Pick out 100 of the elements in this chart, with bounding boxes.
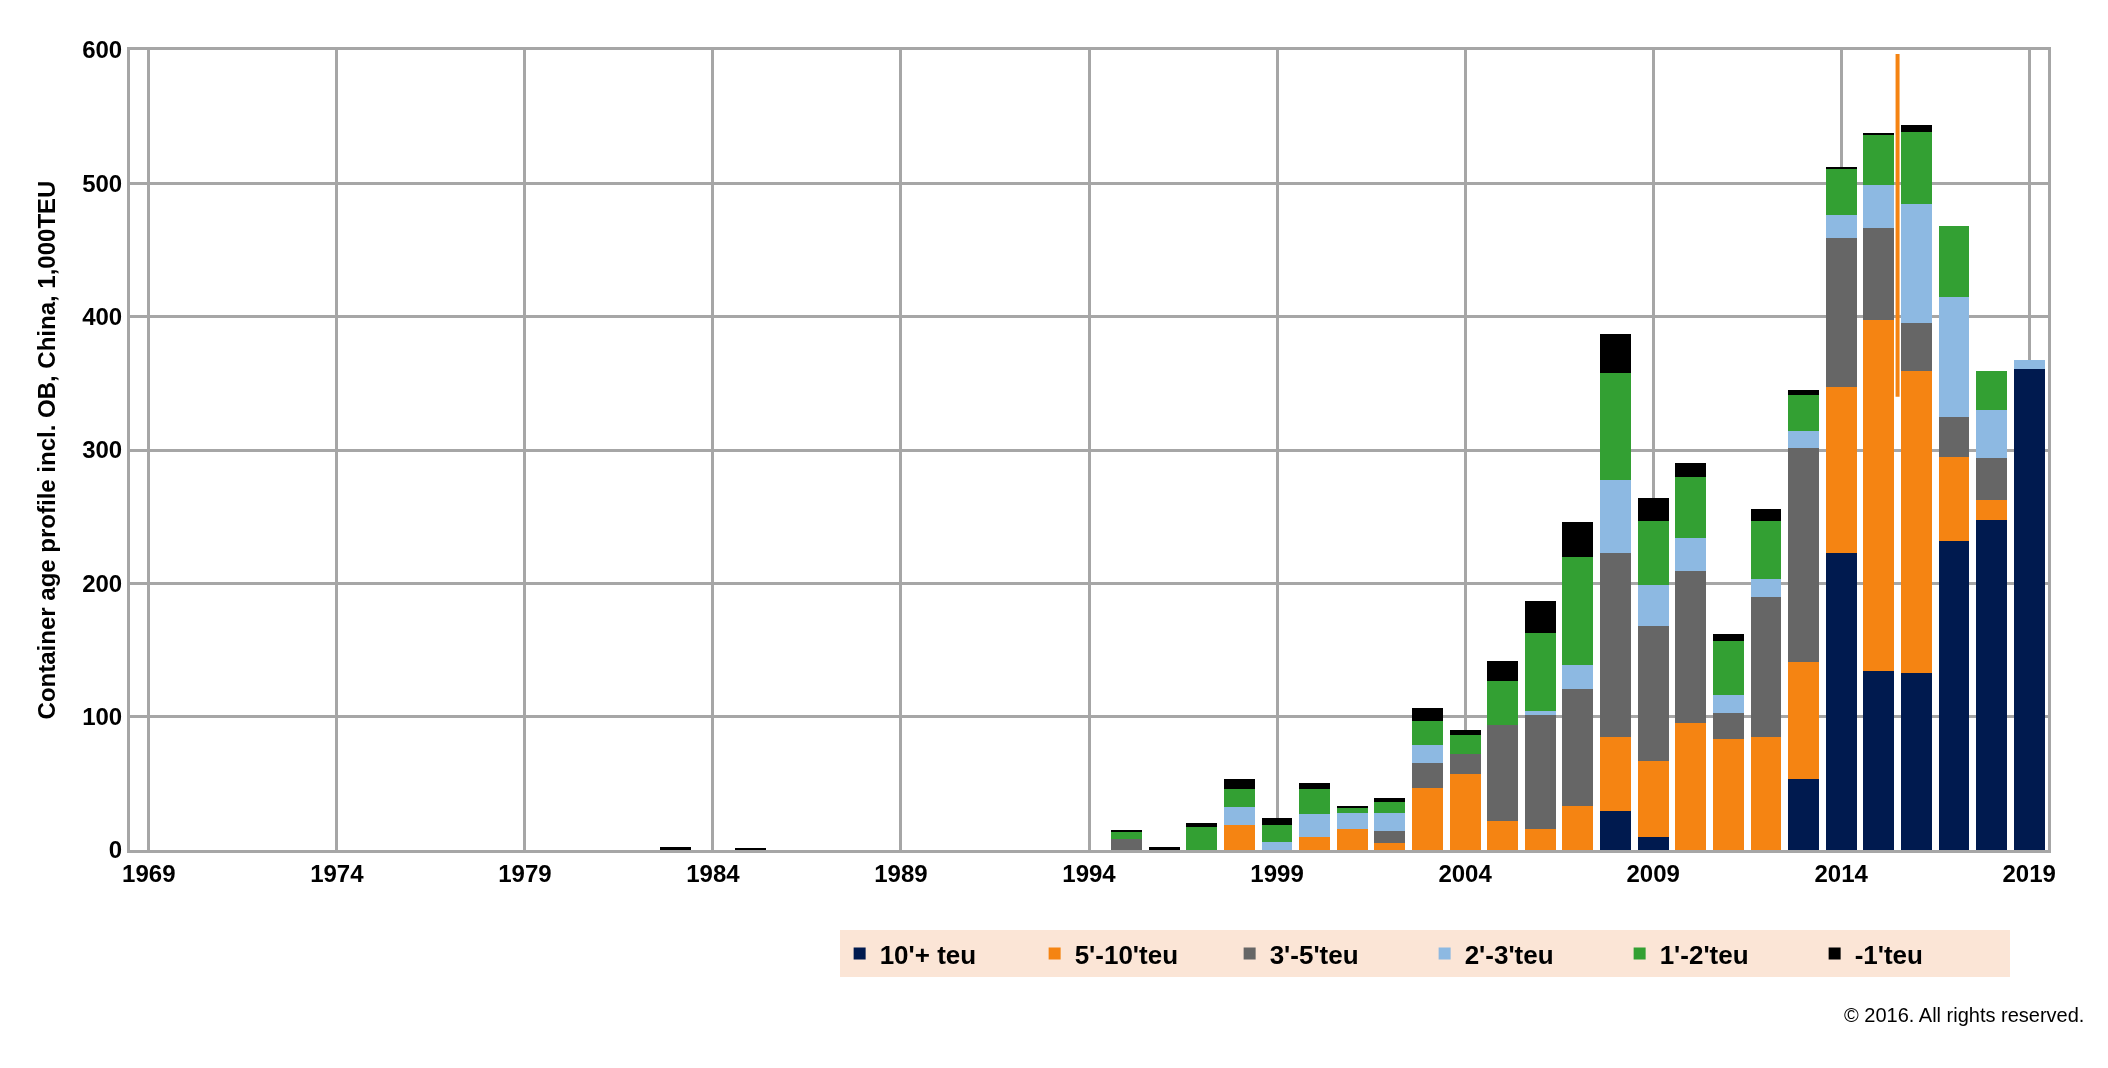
bar: [2013, 360, 2045, 370]
bar: [1825, 553, 1857, 850]
bar: [1186, 823, 1218, 828]
bar: [1788, 448, 1819, 662]
bar: [1111, 832, 1143, 840]
x-tick-label: 1974: [310, 859, 365, 887]
bar: [1938, 456, 1970, 541]
bar: [1412, 708, 1443, 721]
bar: [1637, 498, 1669, 521]
bar: [1562, 522, 1594, 557]
bar: [1524, 711, 1556, 716]
bar: [1788, 394, 1819, 431]
bar: [1750, 596, 1782, 738]
bar: [1825, 387, 1857, 554]
bar: [1976, 410, 2008, 458]
bar: [1449, 754, 1481, 774]
bar: [1712, 738, 1744, 850]
bar: [1336, 807, 1368, 813]
bar: [1412, 788, 1443, 850]
bar: [1825, 168, 1857, 216]
y-tick-label: 100: [82, 703, 123, 731]
x-tick-label: 1979: [498, 859, 552, 887]
bar: [1750, 521, 1782, 580]
bar: [1562, 664, 1594, 689]
y-tick-label: 300: [82, 436, 123, 464]
bar: [1825, 166, 1857, 169]
bar: [1637, 584, 1669, 626]
bar: [1637, 520, 1669, 585]
bar: [2013, 369, 2045, 850]
bar: [1449, 735, 1481, 754]
bar: [1224, 807, 1255, 825]
bar: [1712, 640, 1744, 695]
x-tick-label: 1989: [874, 859, 928, 887]
x-tick-label: 1969: [122, 859, 176, 887]
bar: [1412, 720, 1443, 745]
bar: [1712, 712, 1744, 739]
bar: [1675, 723, 1707, 850]
bar: [1336, 812, 1368, 829]
bar: [1938, 226, 1970, 297]
bar: [1900, 125, 1932, 132]
bar: [1900, 323, 1932, 372]
bar: [659, 847, 691, 850]
bar: [1976, 500, 2008, 520]
bar: [1637, 837, 1669, 850]
bar: [1863, 320, 1895, 672]
x-tick-label: 1984: [686, 859, 741, 887]
legend-label: 10'+ teu: [879, 939, 977, 970]
bar: [1374, 831, 1406, 844]
bar: [1148, 847, 1180, 850]
bar: [1562, 688, 1594, 806]
y-tick-label: 200: [82, 569, 123, 597]
bar: [1675, 570, 1707, 724]
bar: [1524, 715, 1556, 829]
bar: [1111, 839, 1143, 850]
y-tick-label: 0: [108, 836, 123, 864]
bar: [1788, 430, 1819, 448]
bar: [1224, 824, 1255, 850]
bar: [1487, 680, 1519, 725]
bar: [1562, 556, 1594, 665]
bar: [1675, 538, 1707, 571]
bar: [1374, 843, 1406, 850]
bar: [1487, 660, 1519, 681]
bar: [1261, 818, 1293, 825]
bar: [1863, 228, 1895, 320]
x-tick-label: 1999: [1250, 859, 1304, 887]
bar: [1976, 458, 2008, 500]
bar: [1299, 783, 1331, 789]
x-tick-label: 2019: [2002, 859, 2056, 887]
bar: [1374, 802, 1406, 813]
bar: [1412, 762, 1443, 788]
x-tick-label: 2009: [1626, 859, 1680, 887]
bar: [1449, 730, 1481, 736]
bar: [1976, 371, 2008, 410]
legend-label: 1'-2'teu: [1659, 939, 1749, 970]
bar: [1186, 827, 1218, 850]
y-tick-label: 600: [82, 36, 123, 64]
bar: [1788, 779, 1819, 850]
legend-label: 5'-10'teu: [1074, 939, 1179, 970]
bar: [1938, 540, 1970, 850]
bar: [1637, 761, 1669, 838]
legend-label: -1'teu: [1854, 939, 1923, 970]
bar: [1299, 788, 1331, 814]
bar: [1224, 779, 1255, 789]
bar: [1600, 811, 1631, 850]
bar: [1336, 828, 1368, 850]
bar: [1261, 824, 1293, 842]
bar: [1449, 774, 1481, 850]
bar: [1750, 737, 1782, 850]
bar: [1938, 296, 1970, 417]
bar: [1637, 626, 1669, 762]
bar: [1224, 788, 1255, 808]
bar: [1788, 390, 1819, 395]
bar: [1600, 334, 1631, 373]
bar: [1412, 744, 1443, 763]
bar: [1524, 633, 1556, 712]
bar: [1750, 579, 1782, 597]
bar: [1261, 842, 1293, 850]
text: © 2016. All rights reserved.: [1844, 1004, 2085, 1026]
bar: [1487, 724, 1519, 821]
bar: [1600, 480, 1631, 553]
